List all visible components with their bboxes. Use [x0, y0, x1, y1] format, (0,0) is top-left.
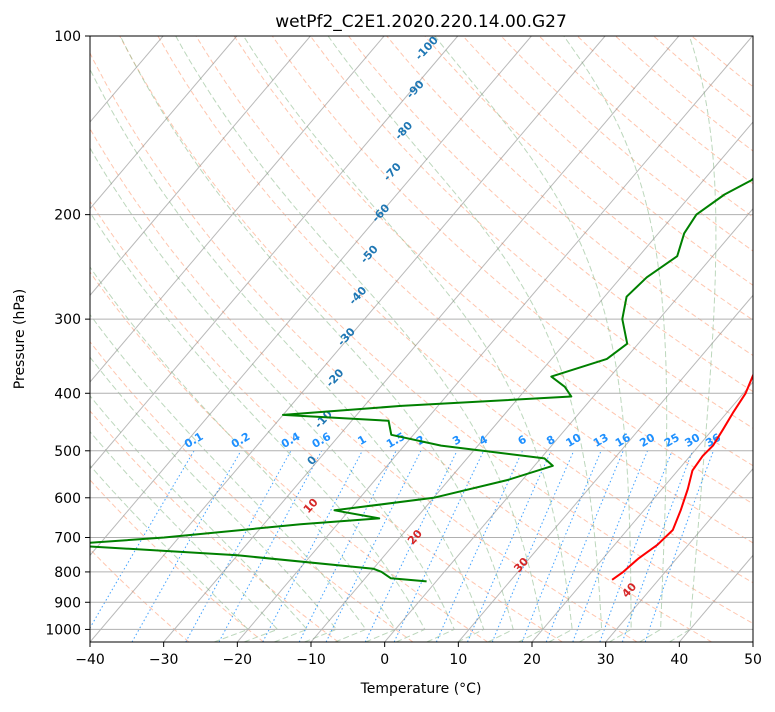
x-axis-label: Temperature (°C): [360, 681, 482, 697]
y-tick-label: 500: [54, 444, 81, 460]
y-tick-label: 900: [54, 595, 81, 611]
y-tick-label: 800: [54, 565, 81, 581]
chart-title: wetPf2_C2E1.2020.220.14.00.G27: [275, 12, 567, 32]
x-tick-label: −10: [296, 652, 326, 668]
y-tick-label: 700: [54, 531, 81, 547]
x-tick-label: −30: [149, 652, 179, 668]
y-tick-label: 600: [54, 491, 81, 507]
x-tick-label: −40: [75, 652, 105, 668]
y-tick-label: 100: [54, 29, 81, 45]
x-tick-label: 40: [670, 652, 688, 668]
x-tick-label: 0: [380, 652, 389, 668]
y-tick-label: 200: [54, 208, 81, 224]
y-axis-label: Pressure (hPa): [12, 289, 28, 389]
y-tick-label: 1000: [45, 622, 81, 638]
x-tick-label: 50: [744, 652, 762, 668]
y-tick-label: 400: [54, 386, 81, 402]
x-tick-label: 10: [449, 652, 467, 668]
x-tick-label: 20: [523, 652, 541, 668]
x-tick-label: 30: [597, 652, 615, 668]
y-tick-label: 300: [54, 312, 81, 328]
x-tick-label: −20: [223, 652, 253, 668]
